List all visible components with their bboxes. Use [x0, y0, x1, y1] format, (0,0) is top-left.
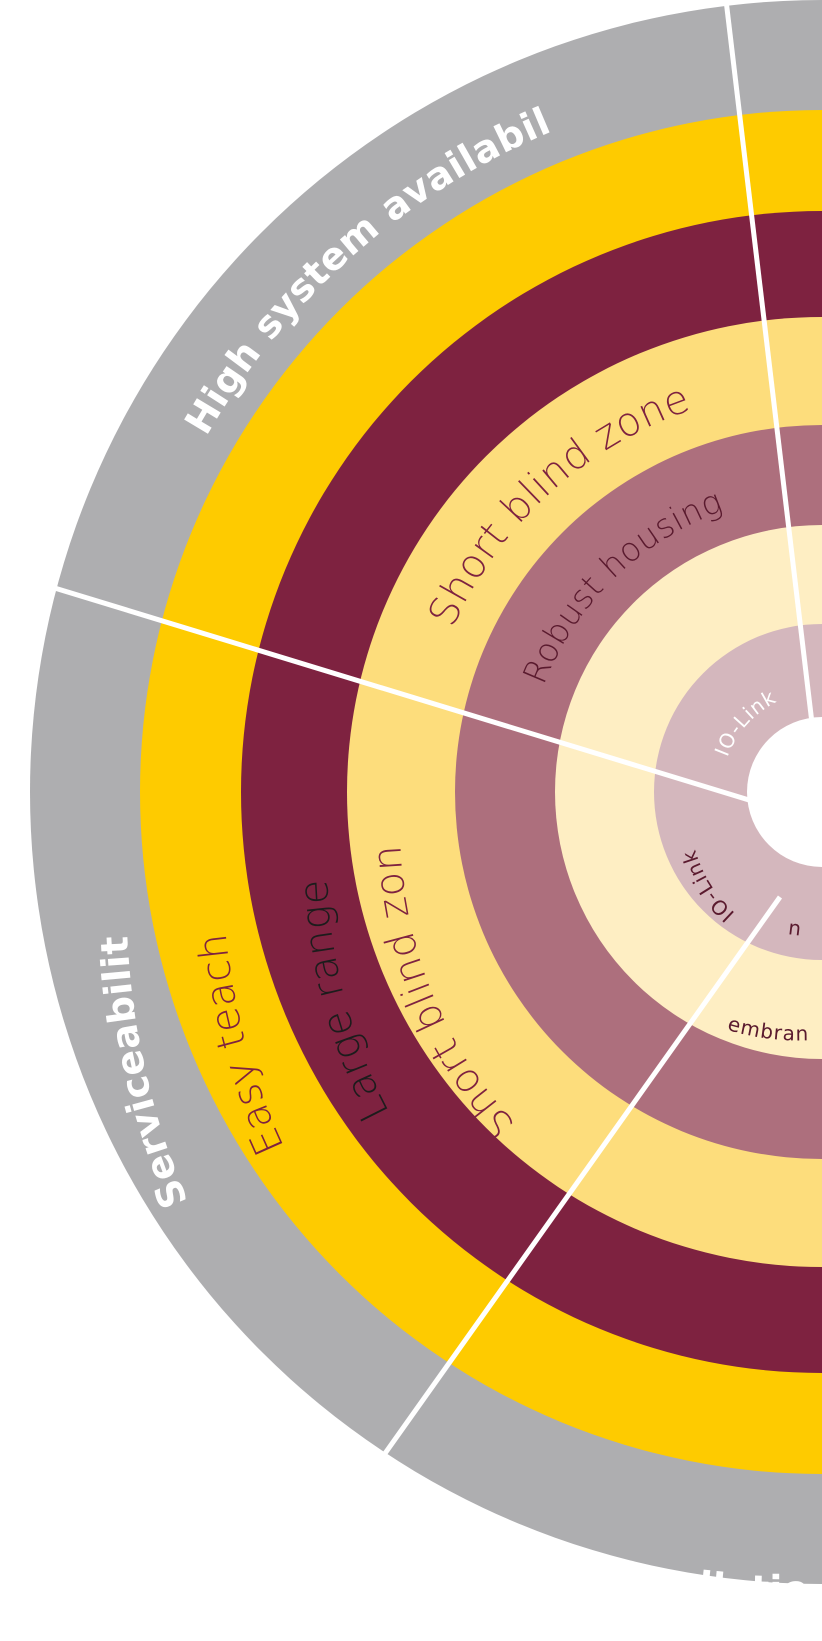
divider-left: [47, 583, 750, 803]
center-hole: [747, 717, 822, 867]
divider-bottom: [356, 895, 783, 1492]
divider-top: [723, 0, 817, 741]
ring-pink: [654, 624, 822, 960]
